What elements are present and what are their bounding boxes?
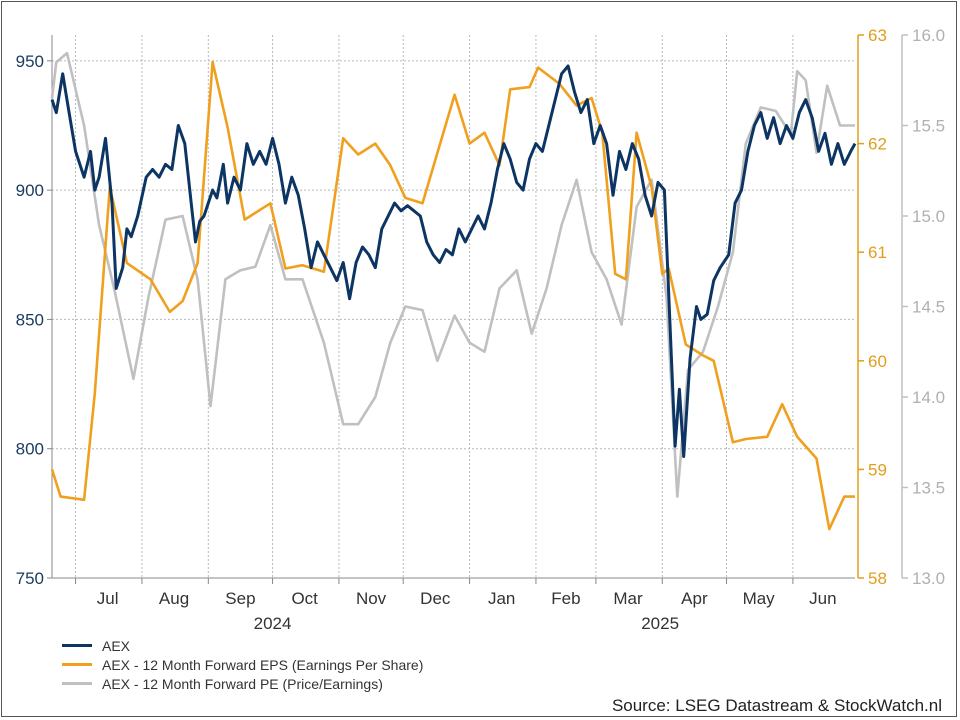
y-tick-label-eps: 63 [868, 26, 887, 45]
y-tick-label-left: 800 [16, 440, 44, 459]
legend-item-pe: AEX - 12 Month Forward PE (Price/Earning… [62, 674, 423, 693]
y-tick-label-left: 750 [16, 569, 44, 588]
y-tick-label-pe: 16.0 [912, 26, 945, 45]
y-tick-label-pe: 14.5 [912, 298, 945, 317]
x-tick-label-month: Jul [97, 589, 119, 608]
legend-swatch [62, 682, 92, 685]
x-tick-label-month: Jan [488, 589, 515, 608]
source-note: Source: LSEG Datastream & StockWatch.nl [611, 696, 942, 715]
y-tick-label-eps: 59 [868, 460, 887, 479]
legend-label: AEX - 12 Month Forward EPS (Earnings Per… [102, 656, 424, 673]
legend-label: AEX [102, 637, 131, 654]
y-tick-label-pe: 14.0 [912, 388, 945, 407]
x-tick-label-month: May [743, 589, 776, 608]
x-tick-label-month: Sep [225, 589, 255, 608]
x-year-label: 2024 [254, 614, 292, 633]
x-year-label: 2025 [641, 614, 679, 633]
x-tick-label-month: Jun [809, 589, 836, 608]
y-tick-label-pe: 13.5 [912, 479, 945, 498]
legend-swatch [62, 644, 92, 647]
series-line-eps [50, 60, 855, 531]
y-tick-label-eps: 62 [868, 135, 887, 154]
x-tick-label-month: Mar [613, 589, 643, 608]
x-tick-label-month: Feb [551, 589, 580, 608]
x-tick-label-month: Oct [291, 589, 318, 608]
y-tick-label-pe: 15.0 [912, 207, 945, 226]
legend-item-eps: AEX - 12 Month Forward EPS (Earnings Per… [62, 655, 423, 674]
x-tick-label-month: Dec [420, 589, 451, 608]
y-tick-label-left: 850 [16, 310, 44, 329]
y-tick-label-pe: 15.5 [912, 117, 945, 136]
x-tick-label-month: Aug [159, 589, 189, 608]
legend-label: AEX - 12 Month Forward PE (Price/Earning… [102, 675, 383, 692]
y-tick-label-pe: 13.0 [912, 569, 945, 588]
legend-item-aex: AEX [62, 636, 423, 655]
series-line-pe [50, 51, 855, 498]
y-tick-label-left: 900 [16, 181, 44, 200]
y-tick-label-left: 950 [16, 52, 44, 71]
y-tick-label-eps: 61 [868, 243, 887, 262]
legend: AEX AEX - 12 Month Forward EPS (Earnings… [62, 636, 423, 693]
y-tick-label-eps: 58 [868, 569, 887, 588]
x-tick-label-month: Nov [356, 589, 387, 608]
series-line-aex [50, 64, 857, 458]
x-tick-label-month: Apr [681, 589, 708, 608]
legend-swatch [62, 663, 92, 666]
y-tick-label-eps: 60 [868, 352, 887, 371]
